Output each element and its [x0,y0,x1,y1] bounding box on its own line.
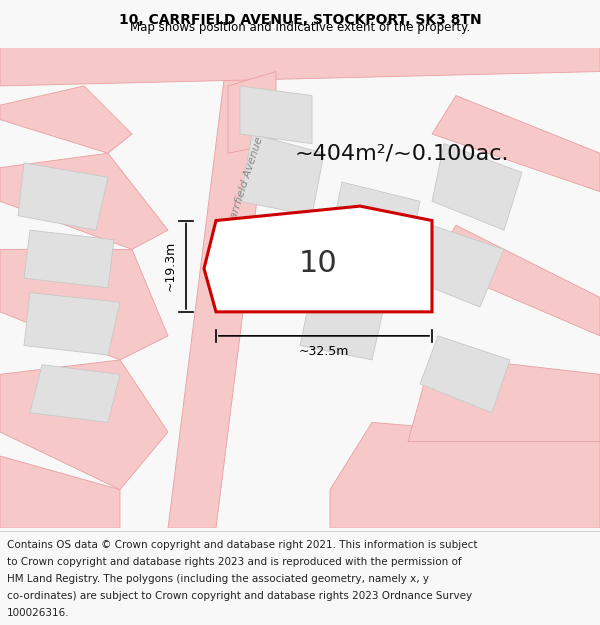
Text: 100026316.: 100026316. [7,608,70,618]
Polygon shape [300,288,384,360]
Polygon shape [228,71,276,153]
Text: 10: 10 [299,249,337,278]
Polygon shape [432,144,522,230]
Text: to Crown copyright and database rights 2023 and is reproduced with the permissio: to Crown copyright and database rights 2… [7,557,462,567]
Polygon shape [408,355,600,442]
Text: Contains OS data © Crown copyright and database right 2021. This information is : Contains OS data © Crown copyright and d… [7,540,478,550]
Polygon shape [276,226,348,278]
Text: co-ordinates) are subject to Crown copyright and database rights 2023 Ordnance S: co-ordinates) are subject to Crown copyr… [7,591,472,601]
Polygon shape [24,292,120,355]
Polygon shape [0,48,600,86]
Polygon shape [204,206,432,312]
Polygon shape [432,96,600,192]
Text: ~32.5m: ~32.5m [299,346,349,359]
Text: Map shows position and indicative extent of the property.: Map shows position and indicative extent… [130,21,470,34]
Text: HM Land Registry. The polygons (including the associated geometry, namely x, y: HM Land Registry. The polygons (includin… [7,574,429,584]
Polygon shape [432,226,600,336]
Polygon shape [168,48,276,528]
Text: Carrfield Avenue: Carrfield Avenue [227,136,265,228]
Polygon shape [0,360,168,489]
Polygon shape [30,365,120,423]
Polygon shape [18,163,108,230]
Polygon shape [330,182,420,259]
Polygon shape [0,249,168,360]
Text: ~404m²/~0.100ac.: ~404m²/~0.100ac. [295,143,509,163]
Text: ~19.3m: ~19.3m [164,241,177,291]
Polygon shape [0,86,132,153]
Polygon shape [240,134,324,216]
Polygon shape [240,86,312,144]
Polygon shape [420,336,510,412]
Polygon shape [408,226,504,307]
Text: 10, CARRFIELD AVENUE, STOCKPORT, SK3 8TN: 10, CARRFIELD AVENUE, STOCKPORT, SK3 8TN [119,13,481,28]
Polygon shape [0,456,120,528]
Polygon shape [330,422,600,528]
Polygon shape [24,230,114,288]
Polygon shape [0,153,168,249]
